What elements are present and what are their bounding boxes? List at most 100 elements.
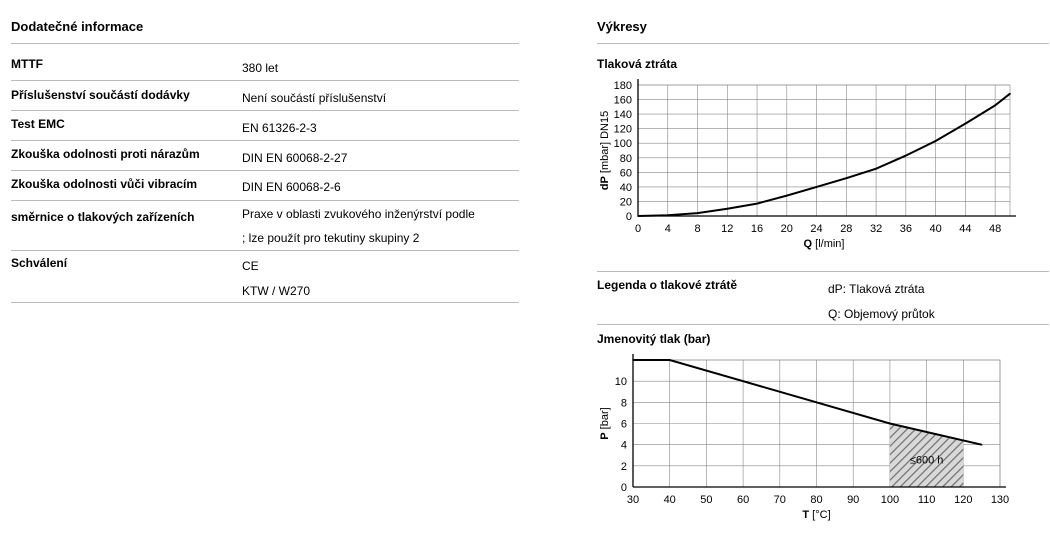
- series-point: [980, 443, 983, 446]
- x-tick-label: 4: [665, 223, 671, 235]
- y-tick-label: 8: [621, 397, 627, 409]
- divider: [597, 43, 1049, 44]
- x-tick-label: 40: [664, 494, 676, 506]
- section-title-drawings: Výkresy: [597, 19, 647, 34]
- legend-item-dp: dP: Tlaková ztráta: [828, 282, 925, 296]
- plot-frame: [637, 84, 1011, 217]
- x-tick-label: 28: [840, 223, 852, 235]
- y-tick-label: 10: [615, 376, 627, 388]
- y-axis-label: dP [mbar] DN15: [599, 111, 611, 190]
- x-tick-label: 48: [989, 223, 1001, 235]
- divider: [11, 140, 519, 141]
- y-tick-label: 180: [614, 80, 632, 92]
- x-axis-label: Q [l/min]: [804, 238, 845, 250]
- x-tick-label: 40: [929, 223, 941, 235]
- x-tick-label: 12: [721, 223, 733, 235]
- row-value-approval-ktw: KTW / W270: [242, 284, 311, 298]
- series-point: [994, 104, 996, 107]
- series-point: [786, 194, 788, 197]
- row-label-emc: Test EMC: [11, 117, 65, 131]
- row-value-shock: DIN EN 60068-2-27: [242, 151, 348, 165]
- divider: [11, 43, 519, 44]
- series-point: [696, 212, 699, 214]
- divider: [597, 271, 1049, 272]
- x-tick-label: 16: [751, 223, 763, 235]
- series-line: [637, 92, 1011, 217]
- row-value-pressure-directive: Praxe v oblasti zvukového inženýrství po…: [242, 207, 475, 221]
- divider: [11, 110, 519, 111]
- series-point: [964, 122, 967, 125]
- x-axis-label: T [°C]: [802, 509, 830, 521]
- y-tick-label: 140: [614, 109, 632, 121]
- series-point: [726, 207, 729, 210]
- divider: [11, 200, 519, 201]
- x-tick-label: 20: [781, 223, 793, 235]
- legend-item-q: Q: Objemový průtok: [828, 307, 935, 321]
- y-tick-label: 100: [614, 138, 632, 150]
- x-tick-label: 80: [810, 494, 822, 506]
- divider: [11, 170, 519, 171]
- series-point: [1009, 92, 1011, 95]
- row-value-mttf: 380 let: [242, 61, 279, 75]
- x-tick-label: 50: [700, 494, 712, 506]
- series-point: [815, 186, 818, 188]
- divider: [597, 324, 1049, 325]
- y-tick-label: 160: [614, 95, 632, 107]
- y-tick-label: 4: [621, 440, 627, 452]
- y-tick-label: 0: [626, 211, 632, 223]
- pressure-loss-chart: 0 4 8 12 16 20 24 28 32 36 40 44 4802040608010012014…: [599, 79, 1016, 250]
- x-tick-label: 130: [991, 494, 1009, 506]
- x-tick-label: 36: [900, 223, 912, 235]
- x-tick-label: 70: [774, 494, 786, 506]
- row-label-shock: Zkouška odolnosti proti nárazům: [11, 147, 200, 161]
- nominal-pressure-chart: ≤600 h 30 40 50 60 70 80 90 100 110 120 130 0 2 4 6 8 10 T…: [599, 354, 1009, 521]
- annotation-label: ≤600 h: [910, 455, 944, 467]
- series-point: [875, 167, 877, 170]
- row-label-mttf: MTTF: [11, 57, 43, 71]
- x-tick-label: 60: [737, 494, 749, 506]
- x-tick-label: 24: [810, 223, 822, 235]
- y-axis-label: P [bar]: [599, 407, 611, 439]
- row-value-pressure-directive-cont: ; lze použít pro tekutiny skupiny 2: [242, 231, 420, 245]
- x-tick-label: 0: [635, 223, 641, 235]
- row-label-pressure-directive: směrnice o tlakových zařízeních: [11, 210, 195, 224]
- chart1-title: Tlaková ztráta: [597, 57, 678, 71]
- x-tick-label: 120: [954, 494, 972, 506]
- x-tick-label: 8: [694, 223, 700, 235]
- x-tick-label: 30: [627, 494, 639, 506]
- row-label-vibration: Zkouška odolnosti vůči vibracím: [11, 177, 198, 191]
- divider: [11, 302, 519, 303]
- row-label-approval: Schválení: [11, 256, 68, 270]
- series-point: [668, 359, 671, 361]
- row-value-vibration: DIN EN 60068-2-6: [242, 180, 341, 194]
- row-label-accessories: Příslušenství součástí dodávky: [11, 88, 190, 102]
- series-point: [632, 359, 634, 361]
- y-tick-label: 120: [614, 124, 632, 136]
- y-tick-label: 60: [620, 167, 632, 179]
- x-tick-label: 44: [959, 223, 971, 235]
- y-tick-label: 80: [620, 153, 632, 165]
- row-value-approval-ce: CE: [242, 259, 259, 273]
- series-point: [666, 214, 669, 217]
- row-value-accessories: Není součástí příslušenství: [242, 91, 387, 105]
- hatched-region: [889, 423, 964, 487]
- series-point: [905, 154, 907, 157]
- series-line: [633, 359, 982, 446]
- section-title-additional-info: Dodatečné informace: [11, 19, 144, 34]
- x-tick-label: 100: [881, 494, 899, 506]
- series-point: [889, 422, 891, 425]
- y-tick-label: 40: [620, 182, 632, 194]
- x-tick-label: 32: [870, 223, 882, 235]
- divider: [11, 250, 519, 251]
- series-point: [934, 140, 937, 142]
- series-point: [756, 202, 758, 205]
- series-point: [637, 215, 639, 217]
- chart2-title: Jmenovitý tlak (bar): [597, 332, 711, 346]
- legend-title: Legenda o tlakové ztrátě: [597, 278, 738, 292]
- y-tick-label: 6: [621, 419, 627, 431]
- y-tick-label: 2: [621, 461, 627, 473]
- series-point: [845, 177, 848, 179]
- x-tick-label: 110: [918, 494, 936, 506]
- y-tick-label: 0: [621, 482, 627, 494]
- y-tick-label: 20: [620, 196, 632, 208]
